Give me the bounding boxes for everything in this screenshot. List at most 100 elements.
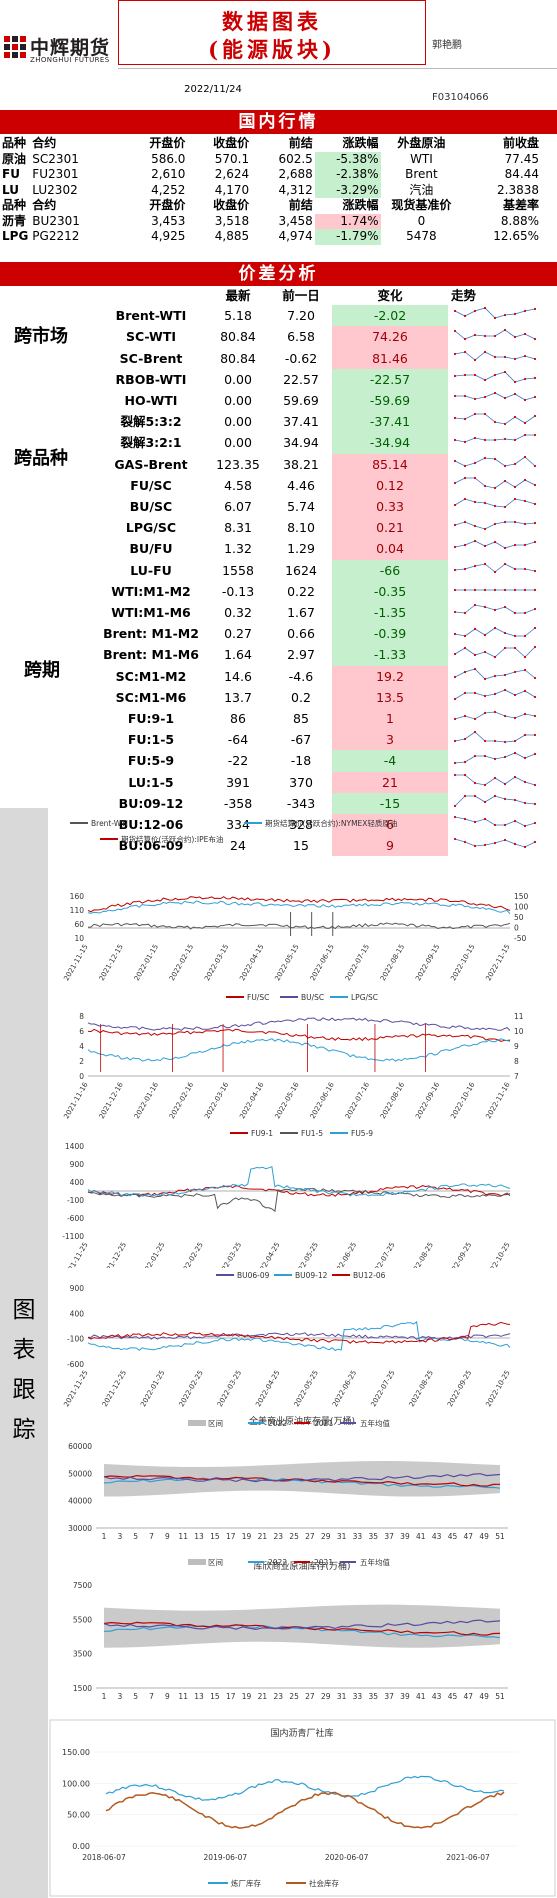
sparkline-point — [473, 731, 477, 734]
x-tick-label: 11 — [178, 1692, 188, 1701]
sparkline-point — [513, 392, 517, 396]
sparkline — [448, 708, 542, 729]
x-tick-label: 2022-08-25 — [408, 1369, 435, 1408]
legend-label: 炼厂库存 — [231, 1878, 261, 1888]
x-tick-label: 43 — [432, 1692, 442, 1701]
domestic-cell-contract: PG2212 — [32, 229, 80, 243]
domestic-cell-open: 2,610 — [151, 167, 186, 181]
y-tick-label: 40000 — [68, 1497, 92, 1506]
spread-cell-prev: -343 — [286, 795, 316, 811]
sparkline-point — [473, 564, 477, 567]
sparkline-point — [473, 781, 477, 784]
sparkline-point — [483, 456, 487, 459]
y-tick-label-right: 150 — [514, 892, 529, 901]
x-tick-label: 23 — [273, 1692, 283, 1701]
x-tick-label: 2022-03-16 — [203, 1081, 231, 1121]
sparkline-point — [533, 395, 537, 399]
spread-cell-prev: 22.57 — [283, 371, 319, 387]
sparkline-point — [503, 479, 507, 482]
sparkline — [448, 538, 542, 559]
sparkline-point — [513, 462, 517, 465]
legend-label: LPG/SC — [351, 993, 378, 1002]
legend-label: BU/SC — [301, 993, 324, 1002]
sparkline-line — [454, 647, 536, 659]
domestic-cell-close: 2,624 — [214, 167, 250, 181]
domestic-row: LU LU2302 4,252 4,170 4,312 -3.29% 汽油 2.3838 — [0, 182, 557, 198]
sparkline-point — [473, 413, 477, 416]
sparkline-point — [473, 500, 477, 504]
x-tick-label: 19 — [242, 1532, 252, 1541]
sparkline — [448, 454, 542, 475]
certificate-number: F03104066 — [432, 92, 489, 103]
spread-row: FU/SC 4.58 4.46 0.12 — [96, 474, 542, 497]
spread-row: BU:09-12 -358 -343 -15 — [96, 792, 542, 815]
chart-crude: Brent-WTI 期货结算价(活跃合约):NYMEX轻质原油 期货结算价(活跃合约… — [48, 808, 557, 988]
domestic-header-cell: 品种 — [0, 136, 31, 152]
x-tick-label: 2022-01-16 — [133, 1081, 161, 1121]
sparkline-point — [533, 734, 537, 737]
sparkline-point — [533, 308, 537, 311]
spread-cell-latest: 0.00 — [224, 393, 252, 409]
spread-cell-prev: 0.22 — [287, 583, 315, 599]
sparkline-point — [453, 394, 457, 398]
sparkline-point — [463, 418, 467, 421]
spread-cell-latest: 1.32 — [224, 541, 252, 557]
sparkline-point — [523, 780, 527, 783]
domestic-cell-close: 3,518 — [214, 213, 250, 228]
sparkline-point — [473, 461, 477, 464]
x-tick-label: 2021-11-25 — [62, 1241, 89, 1268]
sparkline-point — [523, 333, 527, 336]
sparkline-point — [493, 758, 497, 761]
sparkline-point — [523, 712, 527, 716]
domestic-cell-contract: FU2301 — [32, 167, 79, 181]
spread-cell-latest: 6.07 — [224, 499, 252, 515]
spread-row: FU:9-1 86 85 1 — [96, 708, 542, 730]
x-tick-label: 49 — [479, 1532, 489, 1541]
x-tick-label: 2022-05-25 — [293, 1241, 320, 1268]
spread-row: HO-WTI 0.00 59.69 -59.69 — [96, 390, 542, 412]
spread-cell-latest: 86 — [230, 711, 246, 727]
y-tick-label-right: -50 — [514, 934, 526, 943]
sparkline-point — [533, 357, 537, 360]
legend-label: BU12-06 — [353, 1271, 386, 1280]
series-line — [87, 1028, 511, 1042]
chart-title: 国内沥青厂社库 — [270, 1727, 333, 1739]
sparkline-point — [483, 817, 487, 821]
x-tick-label: 2022-02-25 — [178, 1369, 205, 1408]
y-tick-label: -1100 — [62, 1232, 84, 1241]
x-tick-label: 17 — [226, 1692, 236, 1701]
sparkline-point — [523, 422, 527, 425]
series-line — [103, 1474, 501, 1487]
sparkline-point — [453, 459, 457, 462]
x-tick-label: 2022-10-25 — [484, 1241, 511, 1268]
sparkline-line — [454, 563, 536, 573]
sparkline-point — [523, 588, 527, 591]
sparkline-point — [483, 545, 487, 548]
sparkline-point — [483, 783, 487, 786]
chart-bitumen-inventory: 国内沥青厂社库 150.00 100.00 50.00 0.00 2018-06-07 20… — [48, 1718, 557, 1898]
x-tick-label: 19 — [242, 1692, 252, 1701]
x-tick-label: 2022-09-16 — [414, 1081, 442, 1121]
spread-cell-name: WTI:M1-M2 — [111, 583, 191, 599]
sparkline-point — [533, 541, 537, 544]
spread-cell-latest: 4.58 — [224, 477, 252, 493]
sparkline-point — [473, 397, 477, 401]
y-tick-label: 110 — [70, 906, 85, 915]
spread-cell-prev: 2.97 — [287, 647, 315, 663]
x-tick-label: 2022-04-16 — [238, 1081, 266, 1121]
group-label-cross-product: 跨品种 — [14, 448, 68, 469]
sparkline-point — [523, 310, 527, 313]
spread-cell-latest: 0.27 — [224, 626, 252, 642]
series-line — [105, 1791, 505, 1829]
sparkline-point — [533, 821, 537, 825]
spread-cell-prev: 38.21 — [283, 456, 319, 472]
legend-label: 五年均值 — [360, 1418, 390, 1428]
sparkline-point — [473, 310, 477, 313]
domestic-cell-open: 586.0 — [151, 151, 186, 166]
spread-row: 裂解5:3:2 0.00 37.41 -37.41 — [96, 411, 542, 433]
domestic-header-row: 品种 合约 开盘价 收盘价 前结 涨跌幅 现货基准价 基差率 — [0, 198, 557, 214]
x-tick-label: 2022-11-15 — [484, 943, 511, 982]
x-tick-label: 2022-03-25 — [216, 1369, 243, 1408]
spread-row: Brent-WTI 5.18 7.20 -2.02 — [96, 305, 542, 327]
domestic-cell-prev: 12.65% — [493, 229, 539, 243]
